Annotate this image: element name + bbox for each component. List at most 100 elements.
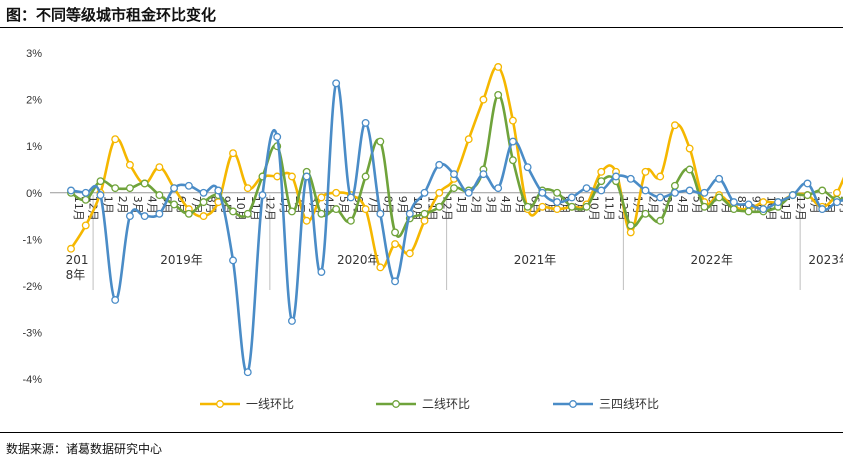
data-point [464, 135, 473, 144]
data-point [435, 188, 444, 197]
data-point [582, 202, 591, 211]
data-point [420, 188, 429, 197]
data-point [258, 191, 267, 200]
data-point [626, 221, 635, 230]
data-point [288, 172, 296, 181]
data-point [508, 137, 517, 146]
data-point [376, 209, 385, 218]
data-point [729, 198, 738, 207]
data-point [818, 186, 827, 195]
data-point [641, 209, 650, 218]
data-point [435, 202, 444, 211]
data-point [656, 193, 665, 202]
legend-item: 三四线环比 [553, 397, 659, 411]
data-point [774, 198, 782, 207]
x-tick-label: 11月 [72, 196, 85, 221]
data-point [81, 188, 90, 197]
y-tick-label: 1% [26, 141, 42, 153]
year-label: 2023年 [808, 253, 843, 267]
x-tick-label: 12月 [263, 196, 276, 221]
data-point [612, 172, 620, 181]
data-point [523, 163, 532, 172]
data-point [405, 249, 414, 258]
bottom-rule [0, 432, 843, 433]
data-point [405, 209, 414, 218]
data-point [155, 163, 164, 172]
legend-label: 一线环比 [246, 397, 294, 411]
legend-item: 二线环比 [376, 397, 470, 411]
data-point [67, 186, 75, 195]
data-source: 数据来源：诸葛数据研究中心 [6, 442, 163, 456]
data-point [346, 193, 355, 202]
series-2 [67, 90, 843, 238]
data-point [332, 205, 341, 214]
year-dividers [92, 194, 801, 290]
x-tick-label: 1月 [101, 196, 114, 214]
data-point [597, 167, 606, 176]
data-point [626, 228, 635, 237]
data-point [479, 95, 488, 104]
data-point [759, 198, 768, 207]
line-chart: 3%2%1%0%-1%-2%-3%-4% 11月 12月 1月 2月 3月 4月 5月 6月 7… [22, 48, 843, 411]
data-point [140, 179, 149, 188]
data-point [332, 188, 341, 197]
data-point [155, 209, 164, 218]
x-tick-label: 12月 [794, 196, 807, 221]
data-point [346, 216, 355, 225]
data-point [81, 221, 90, 230]
data-point [670, 121, 679, 130]
data-point [243, 209, 252, 218]
data-point [494, 184, 503, 193]
data-point [641, 186, 650, 195]
series-layer [67, 63, 843, 377]
data-point [833, 188, 841, 197]
data-point [626, 174, 635, 183]
data-point [361, 172, 370, 181]
data-point [317, 209, 326, 218]
data-point [317, 193, 326, 202]
top-rule [0, 27, 843, 28]
data-point [479, 170, 488, 179]
data-point [199, 212, 208, 221]
data-point [302, 216, 311, 225]
x-tick-label: 4月 [676, 196, 689, 214]
x-tick-label: 1月 [455, 196, 468, 214]
data-point [670, 188, 679, 197]
data-point [803, 179, 812, 188]
data-point [376, 137, 385, 146]
data-point [243, 368, 252, 377]
data-point [538, 202, 547, 211]
data-point [803, 191, 812, 200]
data-point [302, 172, 311, 181]
data-point [818, 205, 827, 214]
data-point [170, 184, 179, 193]
data-point [229, 256, 237, 265]
data-point [273, 172, 282, 181]
x-tick-label: 3月 [838, 196, 843, 214]
x-tick-label: 2月 [116, 196, 129, 214]
year-label: 2022年 [690, 253, 733, 267]
data-point [494, 90, 503, 99]
data-point [170, 200, 179, 209]
x-tick-label: 5月 [337, 196, 350, 214]
data-point [700, 188, 709, 197]
legend-swatch-marker [569, 400, 577, 408]
data-point [435, 160, 444, 169]
data-point [420, 216, 429, 225]
y-tick-label: 0% [26, 188, 42, 200]
y-tick-label: 2% [26, 95, 42, 107]
data-point [553, 205, 562, 214]
data-point [508, 156, 517, 165]
data-point [391, 240, 400, 249]
data-point [420, 209, 429, 218]
year-label: 2019年 [160, 253, 203, 267]
data-point [641, 167, 650, 176]
data-point [391, 228, 400, 237]
data-point [125, 160, 134, 169]
data-point [567, 202, 576, 211]
x-tick-label: 4月 [499, 196, 512, 214]
data-point [125, 184, 134, 193]
x-tick-label: 7月 [190, 196, 203, 214]
data-point [361, 118, 370, 127]
data-point [744, 207, 753, 216]
